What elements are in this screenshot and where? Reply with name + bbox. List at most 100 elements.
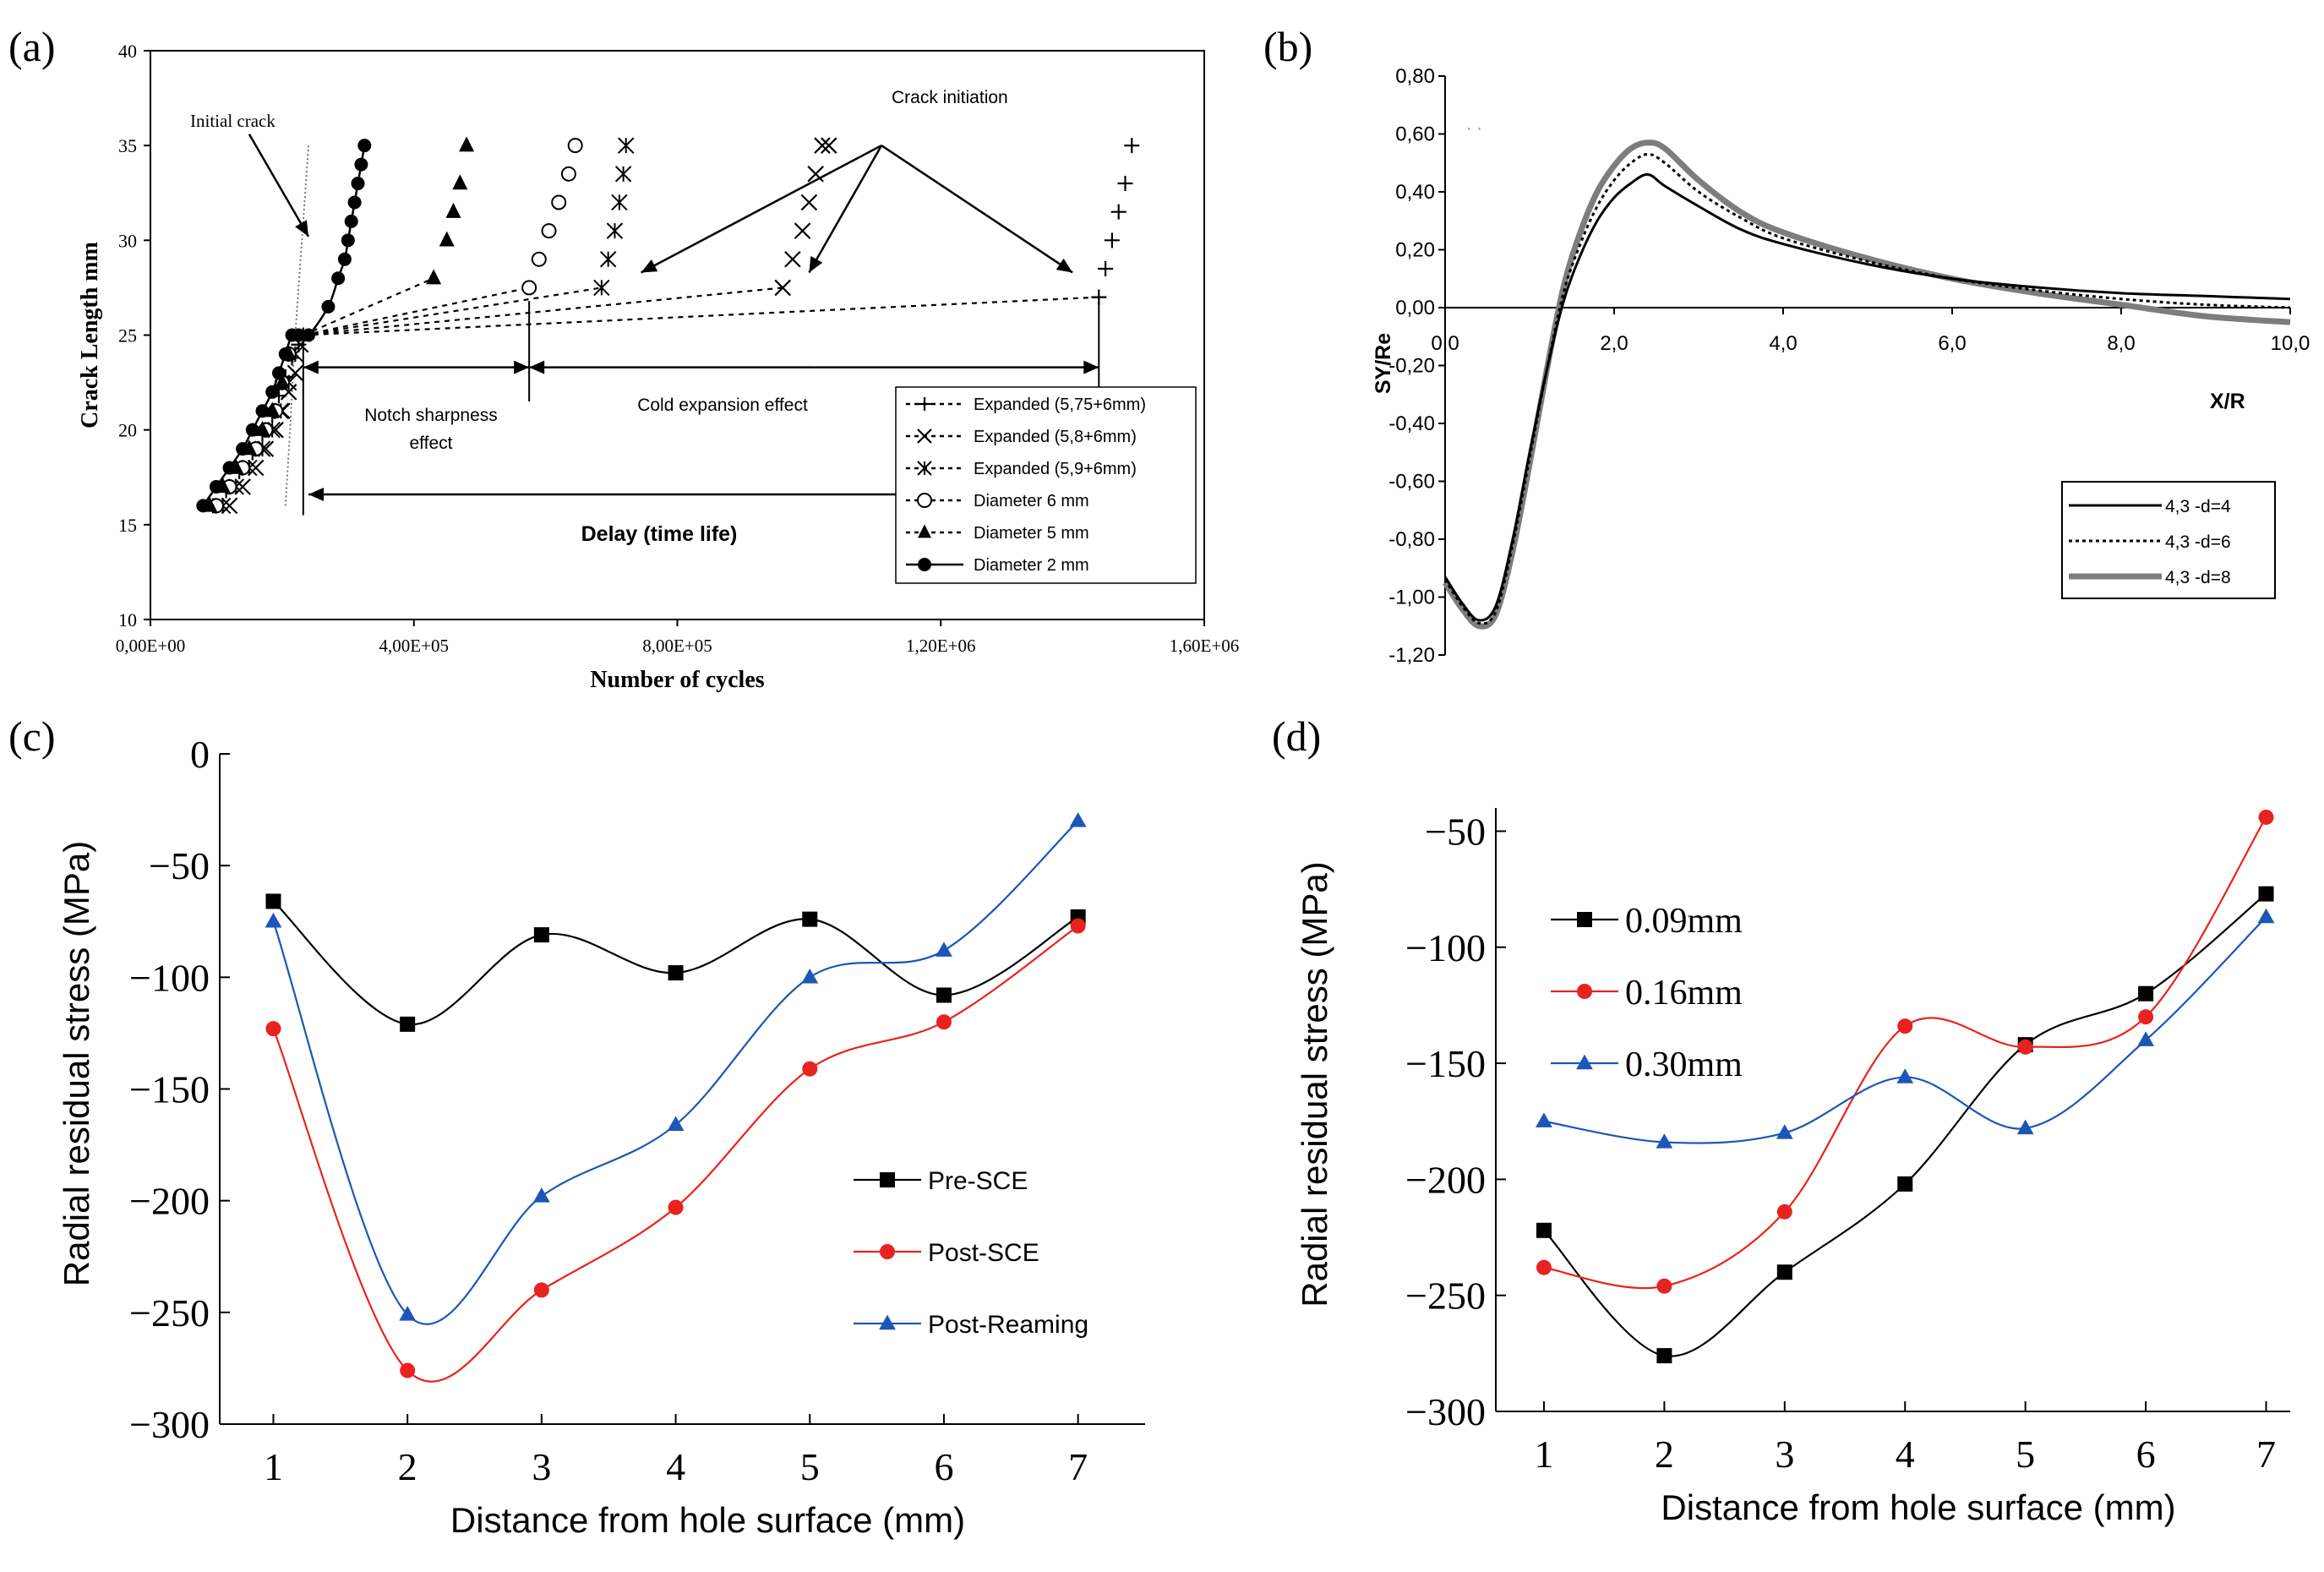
y-tick-label-b: -0,20 xyxy=(1388,355,1435,378)
transition-dashed-line xyxy=(303,296,1099,336)
data-point-a xyxy=(286,364,304,382)
y-tick-label-b: 0,20 xyxy=(1395,239,1435,262)
y-tick-label: −100 xyxy=(129,956,210,999)
crack-initiation-arrow-head xyxy=(1056,258,1073,273)
data-point-a xyxy=(426,269,442,285)
y-tick-label-b: 0,40 xyxy=(1395,181,1435,204)
data-point xyxy=(1776,1124,1793,1139)
y-tick-label-a: 10 xyxy=(118,609,137,630)
data-point-a xyxy=(807,166,824,183)
x-tick-label-b: 6,0 xyxy=(1938,332,1966,355)
y-tick-label-a: 25 xyxy=(118,325,137,347)
data-point-a xyxy=(1117,176,1133,192)
data-point-a xyxy=(1098,260,1114,276)
legend-label: 0.09mm xyxy=(1625,902,1743,941)
data-point-a xyxy=(521,280,537,296)
y-tick-label: −300 xyxy=(129,1403,210,1446)
data-point-a xyxy=(820,137,837,154)
cold-expansion-arrow-head xyxy=(1083,360,1099,374)
legend-label: Post-Reaming xyxy=(928,1311,1088,1339)
data-point-a xyxy=(452,174,468,190)
data-point-a xyxy=(1110,204,1127,220)
data-point-a xyxy=(551,194,567,210)
data-point xyxy=(1070,918,1086,934)
data-point-a xyxy=(245,423,259,437)
data-point-a xyxy=(357,139,372,153)
series-line xyxy=(1543,892,2267,1357)
data-point-a xyxy=(292,328,306,342)
legend-label-b: 4,3 -d=8 xyxy=(2165,568,2231,587)
y-tick-label-b: -1,20 xyxy=(1388,644,1435,667)
panel-label-a: (a) xyxy=(8,23,56,70)
y-tick-label: 0 xyxy=(190,733,210,776)
legend-label-a: Diameter 5 mm xyxy=(974,524,1089,543)
data-point-a xyxy=(774,279,791,297)
data-point-a xyxy=(599,251,617,268)
transition-dashed-line xyxy=(303,287,530,336)
data-point xyxy=(2137,1031,2154,1046)
data-point-a xyxy=(794,222,811,239)
data-point-a xyxy=(209,479,223,494)
y-axis-title: Radial residual stress (MPa) xyxy=(1295,861,1334,1307)
data-point-a xyxy=(221,497,238,515)
data-point xyxy=(1776,1204,1792,1220)
x-axis-title-b: X/R xyxy=(2210,390,2245,413)
data-point-a xyxy=(351,177,365,191)
y-axis-title: Radial residual stress (MPa) xyxy=(57,841,96,1287)
legend-marker xyxy=(880,1172,895,1187)
y-tick-label: −200 xyxy=(1405,1158,1486,1201)
legend-label-a: Expanded (5,75+6mm) xyxy=(974,396,1146,414)
legend-marker-a xyxy=(917,493,932,508)
x-tick-label: 1 xyxy=(1534,1433,1553,1476)
data-point xyxy=(2138,1009,2154,1025)
data-point-a xyxy=(247,459,265,477)
x-tick-label: 3 xyxy=(532,1445,551,1488)
data-point xyxy=(400,1362,416,1378)
data-point xyxy=(1897,1018,1913,1034)
x-tick-label-b: 8,0 xyxy=(2107,332,2135,355)
data-point xyxy=(2258,809,2274,825)
data-point xyxy=(1656,1278,1672,1294)
legend-label-b: 4,3 -d=6 xyxy=(2165,532,2231,552)
legend-label: Pre-SCE xyxy=(928,1167,1028,1195)
y-tick-label-b: -0,40 xyxy=(1388,412,1435,435)
data-point xyxy=(533,927,549,943)
y-tick-label-b: -1,00 xyxy=(1388,587,1435,609)
y-tick-label: −50 xyxy=(149,844,210,887)
panel-label-b: (b) xyxy=(1263,23,1312,70)
legend-label-a: Expanded (5,8+6mm) xyxy=(974,428,1137,446)
data-point xyxy=(399,1306,417,1321)
data-point-a xyxy=(321,299,336,314)
data-point xyxy=(265,912,282,928)
data-point xyxy=(2017,1039,2033,1055)
transition-dashed-line xyxy=(303,287,603,336)
x-tick-label: 6 xyxy=(934,1445,953,1488)
y-tick-label-a: 30 xyxy=(118,230,137,251)
x-tick-label: 2 xyxy=(398,1445,417,1488)
data-point-a xyxy=(593,279,610,297)
data-point-a xyxy=(800,194,818,211)
crack-initiation-arrow-head xyxy=(809,255,823,273)
legend-marker-a xyxy=(917,461,932,476)
y-tick-label: −200 xyxy=(129,1180,210,1223)
x-tick-label-b: 2,0 xyxy=(1600,332,1628,355)
transition-dashed-line xyxy=(303,287,783,336)
x-tick-label: 2 xyxy=(1655,1433,1674,1476)
y-tick-label: −150 xyxy=(129,1068,210,1111)
data-point-a xyxy=(354,157,368,172)
data-point-a xyxy=(614,166,632,183)
annotation-initial-crack: Initial crack xyxy=(190,111,275,131)
data-point xyxy=(2138,985,2154,1002)
data-point-a xyxy=(234,478,251,495)
series-line-b xyxy=(1443,152,2291,625)
data-point xyxy=(265,893,281,909)
crack-initiation-arrow xyxy=(808,145,883,274)
data-point xyxy=(1536,1222,1552,1238)
data-point-a xyxy=(439,231,455,247)
legend-marker-a xyxy=(917,428,932,444)
y-tick-label-a: 40 xyxy=(118,41,137,62)
legend-label: 0.30mm xyxy=(1625,1045,1743,1084)
crack-initiation-arrow-head xyxy=(641,259,658,273)
data-point-a xyxy=(331,271,346,286)
x-tick-label: 4 xyxy=(1896,1433,1915,1476)
